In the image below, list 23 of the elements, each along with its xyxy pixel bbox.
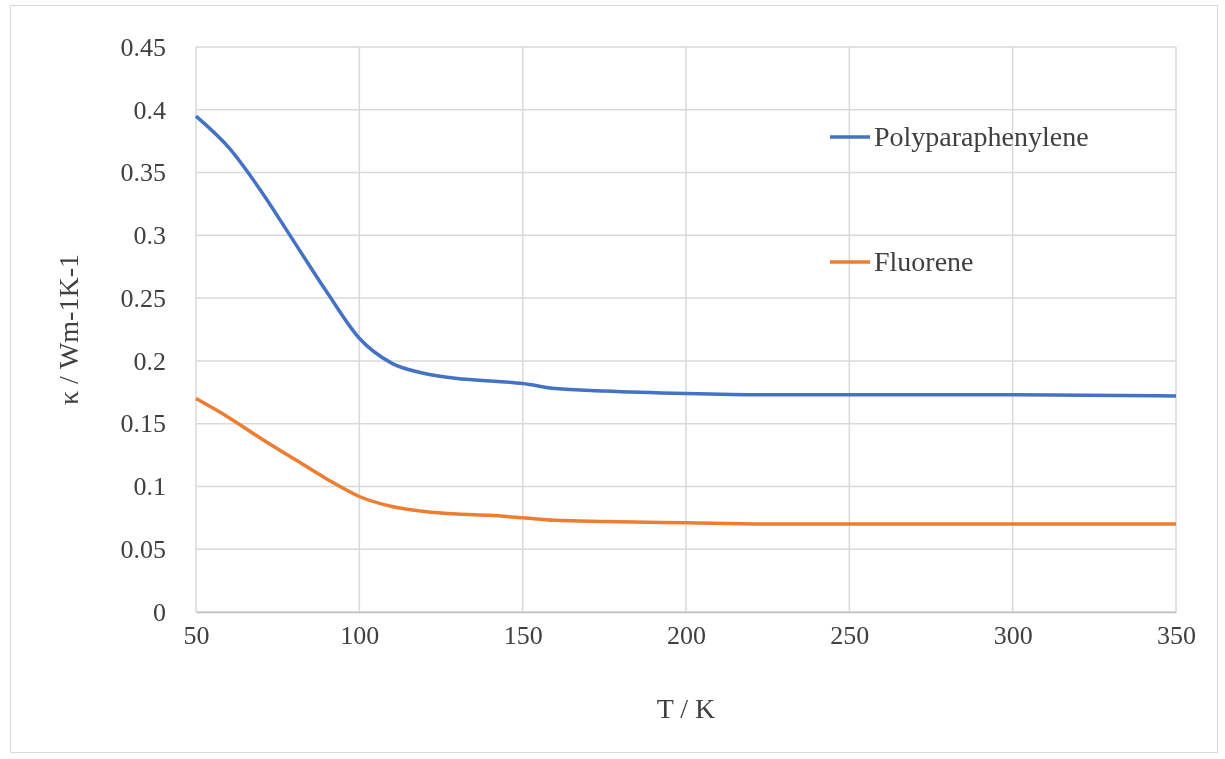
x-tick-label: 300	[993, 621, 1033, 651]
x-tick-label: 150	[503, 621, 543, 651]
y-tick-label: 0	[153, 597, 166, 627]
x-tick-label: 200	[667, 621, 706, 651]
x-tick-label: 100	[340, 621, 380, 651]
legend-label: Fluorene	[874, 246, 974, 277]
y-tick-label: 0.3	[133, 221, 166, 251]
line-series	[194, 114, 1178, 398]
legend-label: Polyparaphenylene	[874, 121, 1089, 152]
x-axis-title: T / K	[656, 693, 716, 724]
y-tick-label: 0.45	[120, 32, 166, 62]
y-tick-label: 0.2	[133, 346, 166, 376]
y-tick-label: 0.1	[133, 472, 166, 502]
x-tick-label: 50	[183, 621, 210, 651]
y-tick-label: 0.05	[120, 535, 166, 565]
x-tick-label: 250	[830, 621, 870, 651]
line-series	[194, 396, 1178, 526]
y-tick-label: 0.25	[120, 283, 166, 313]
y-tick-label: 0.15	[120, 409, 166, 439]
y-axis-title: κ / Wm-1K-1	[53, 254, 84, 405]
y-tick-label: 0.4	[133, 95, 166, 125]
y-tick-label: 0.35	[120, 158, 166, 188]
x-tick-label: 350	[1157, 621, 1196, 651]
